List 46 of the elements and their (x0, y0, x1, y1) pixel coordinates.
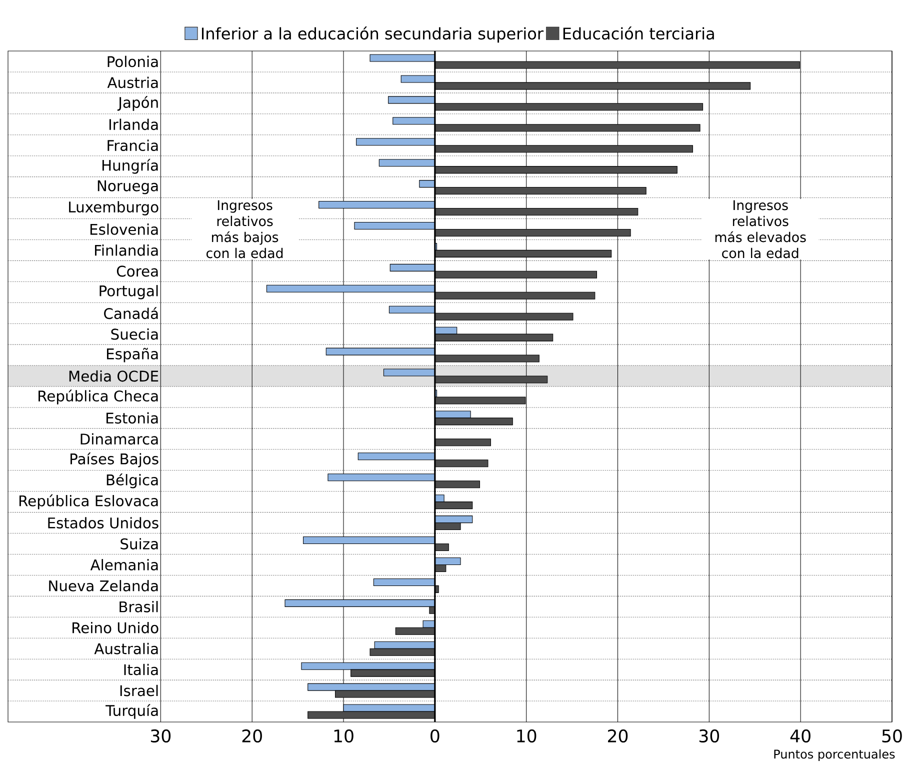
y-tick-label: Suiza (120, 538, 158, 550)
x-tick-label: 20 (242, 729, 262, 742)
annotation: Ingresos relativos más elevados con la edad (715, 200, 806, 258)
y-tick-label: Italia (124, 664, 158, 676)
y-tick-label: Media OCDE (69, 370, 158, 382)
x-tick-label: 10 (334, 729, 354, 742)
y-tick-label: Eslovenia (90, 223, 158, 235)
x-tick-label: 10 (517, 729, 536, 742)
y-tick-label: Finlandia (95, 244, 158, 256)
y-tick-label: República Eslovaca (19, 494, 158, 510)
x-tick-label: 50 (882, 729, 902, 742)
y-tick-label: Bélgica (106, 473, 158, 488)
x-tick-label: 30 (150, 729, 171, 742)
x-tick-label: 30 (699, 729, 720, 742)
x-tick-label: 0 (430, 729, 440, 742)
y-tick-label: Corea (116, 265, 158, 277)
y-tick-label: Nueva Zelanda (49, 580, 158, 592)
y-tick-label: Noruega (98, 180, 158, 194)
y-tick-label: Hungría (102, 158, 158, 174)
y-tick-label: Israel (120, 684, 158, 696)
y-tick-label: Dinamarca (80, 433, 158, 444)
y-tick-label: Portugal (100, 284, 158, 300)
x-tick-label: 40 (790, 729, 810, 742)
x-tick-label: 20 (608, 729, 628, 742)
y-tick-label: Luxemburgo (69, 200, 158, 216)
legend-label: Inferior a la educación secundaria superior (202, 26, 544, 42)
y-tick-label: Reino Unido (72, 622, 158, 634)
y-tick-label: Estados Unidos (48, 516, 158, 528)
legend-label: Educación terciaria (563, 26, 714, 40)
y-tick-label: Japón (117, 96, 158, 111)
y-tick-label: Francia (108, 139, 158, 151)
y-tick-label: España (107, 348, 158, 362)
y-tick-label: Países Bajos (70, 452, 158, 468)
y-tick-label: Polonia (108, 56, 158, 67)
y-tick-label: Brasil (120, 600, 158, 612)
y-tick-label: Alemania (90, 558, 158, 570)
y-tick-label: Estonia (106, 412, 158, 424)
y-tick-label: Turquía (106, 704, 158, 719)
y-tick-label: Australia (94, 642, 158, 654)
y-tick-label: Canadá (104, 306, 158, 319)
annotation: Ingresos relativos más bajos con la edad (206, 200, 283, 258)
y-tick-label: Irlanda (109, 118, 158, 130)
y-tick-label: República Checa (38, 389, 158, 404)
x-axis-title: Puntos porcentuales (774, 749, 895, 761)
y-tick-label: Suecia (111, 328, 158, 340)
y-tick-label: Austria (107, 76, 158, 88)
